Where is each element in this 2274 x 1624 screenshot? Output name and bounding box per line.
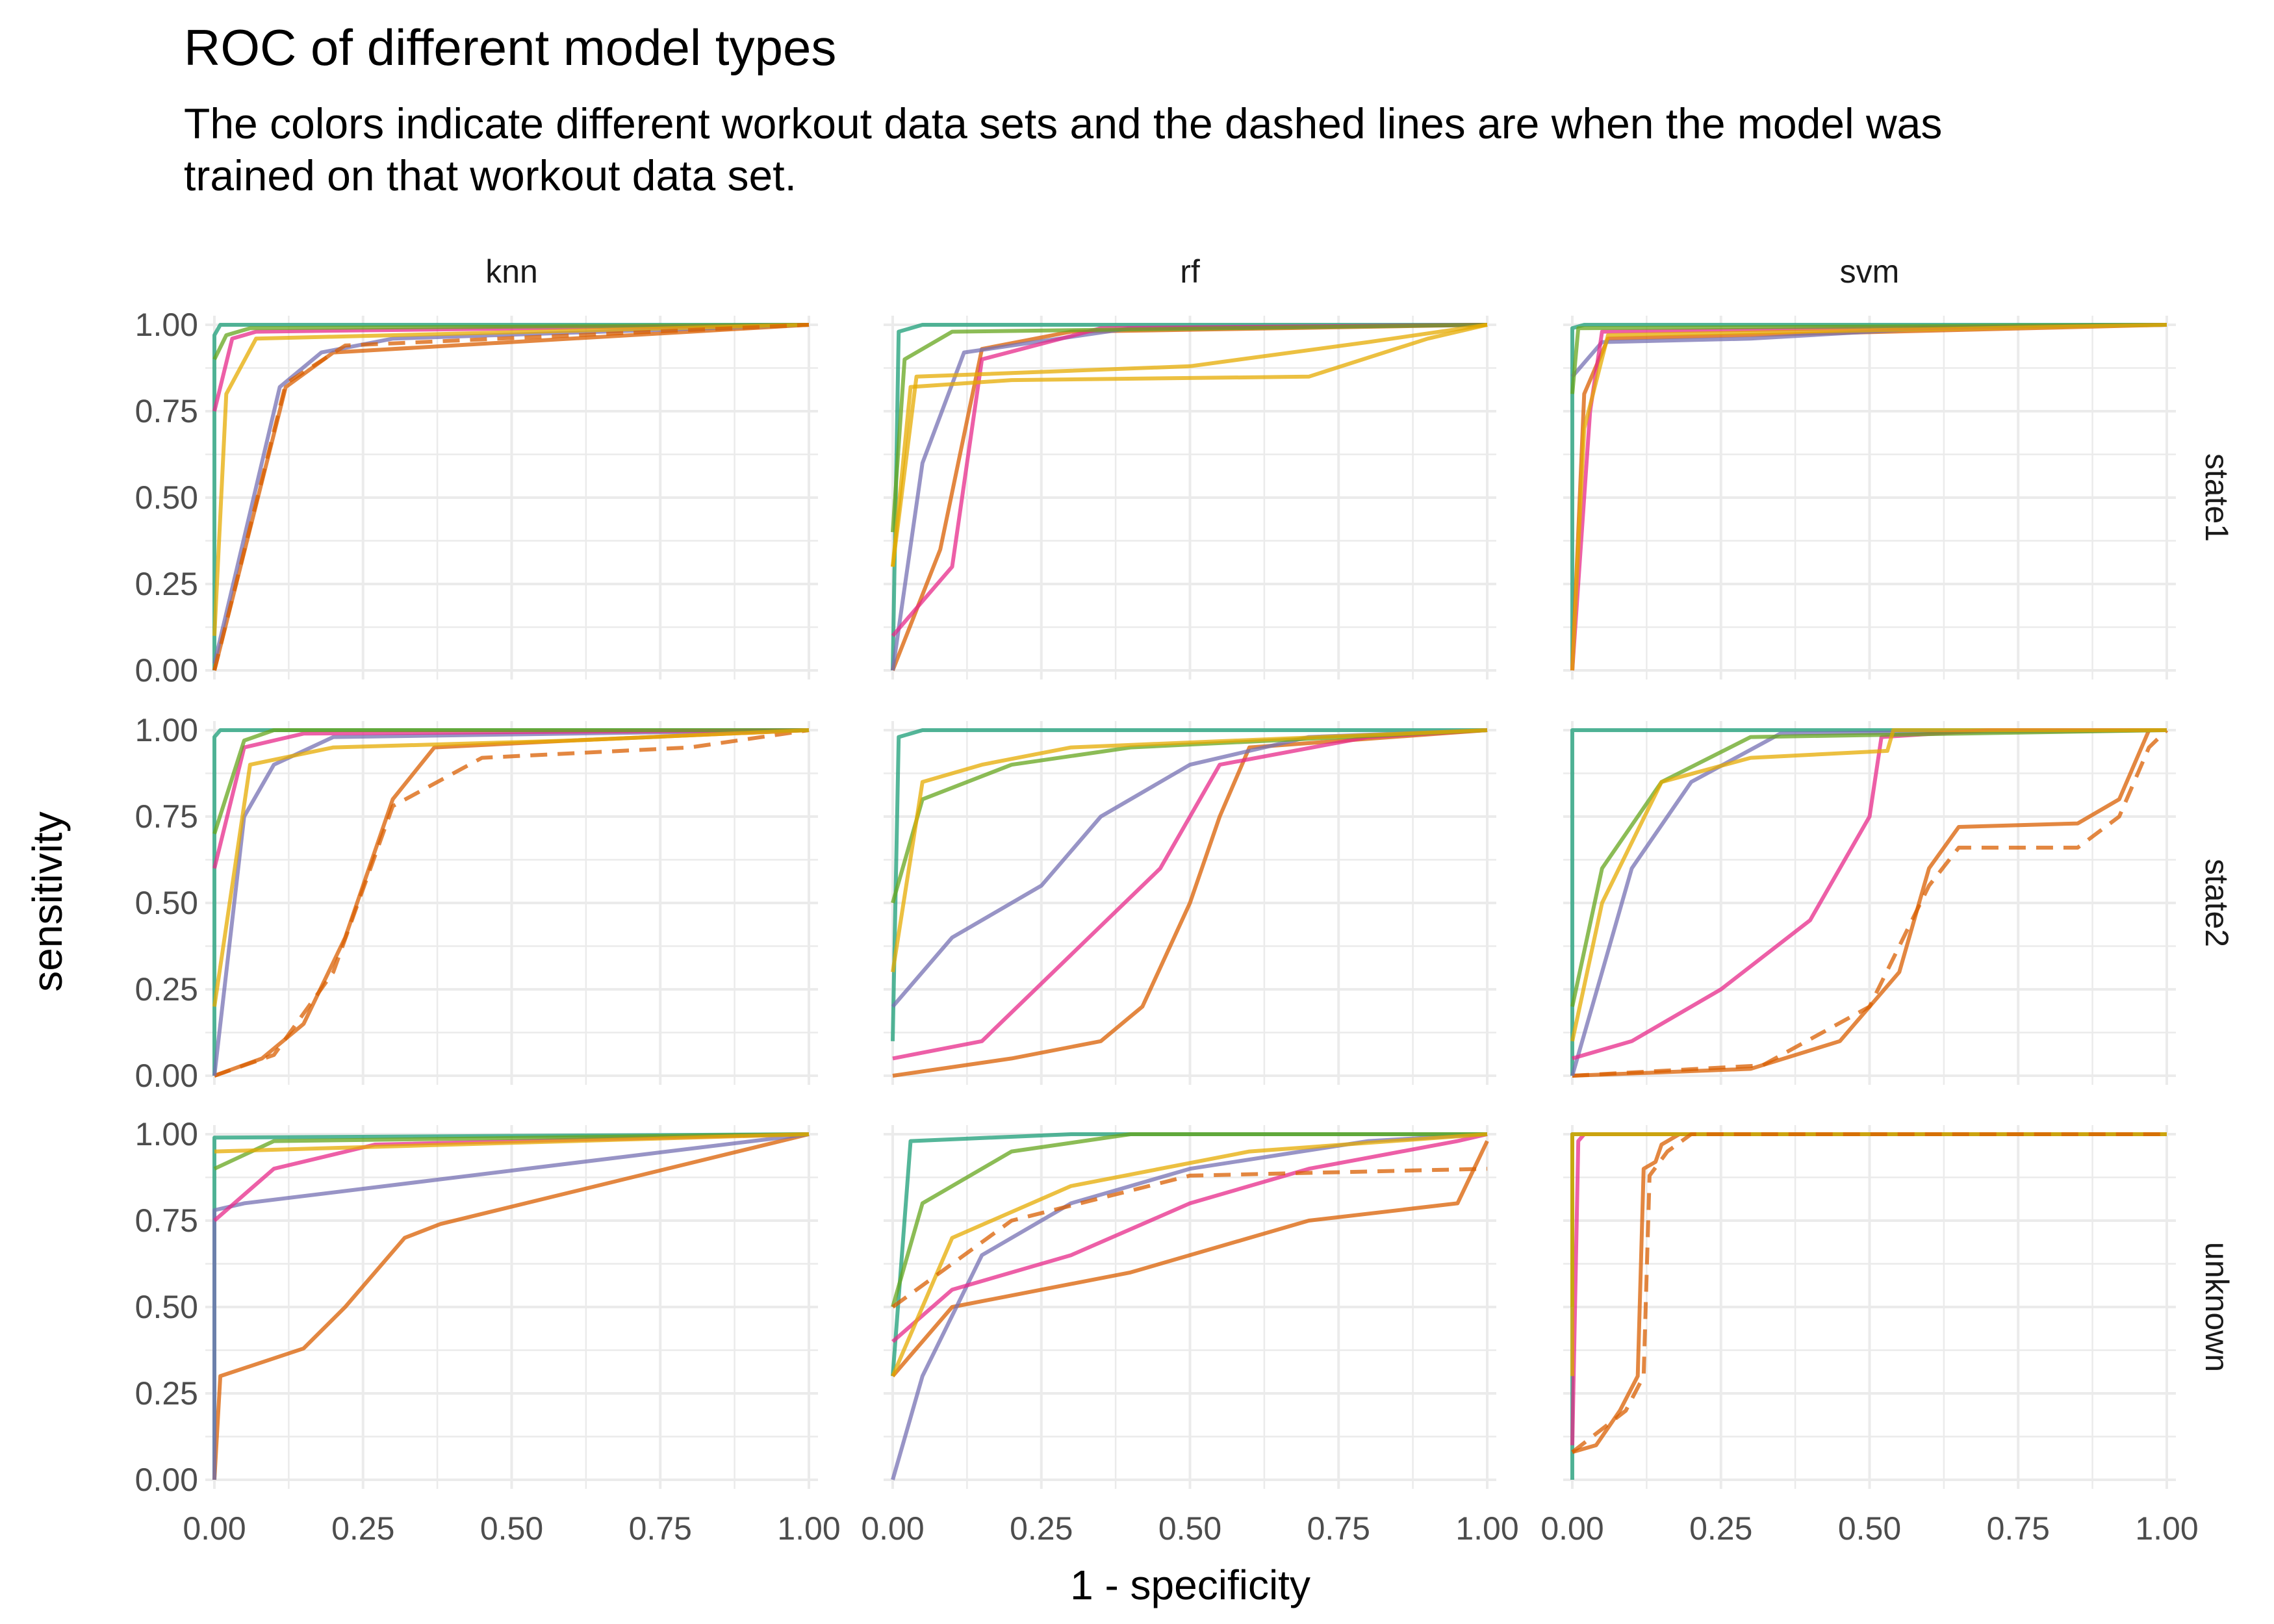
y-tick-label: 0.75 bbox=[135, 798, 198, 835]
roc-curve bbox=[1570, 323, 2167, 394]
panel-grid bbox=[1563, 316, 2176, 679]
x-tick-label: 0.75 bbox=[629, 1510, 692, 1547]
panel-knn-unknown bbox=[212, 1132, 810, 1480]
roc-curve bbox=[891, 1132, 1487, 1308]
panel-rf-state1 bbox=[891, 323, 1488, 672]
roc-curve bbox=[214, 1132, 810, 1154]
roc-curve bbox=[1570, 728, 2167, 1042]
panel-grid bbox=[884, 1125, 1496, 1489]
y-tick-label: 0.75 bbox=[135, 393, 198, 429]
roc-curve bbox=[214, 728, 810, 1078]
roc-curve bbox=[891, 1132, 1488, 1343]
panel-knn-state1 bbox=[212, 323, 810, 671]
y-tick-label: 1.00 bbox=[135, 307, 198, 343]
panel-grid bbox=[1563, 1125, 2176, 1489]
roc-curve bbox=[213, 1132, 810, 1171]
roc-curve bbox=[1572, 728, 2167, 1078]
panel-svm-state2 bbox=[1570, 728, 2169, 1078]
x-tick-label: 1.00 bbox=[2135, 1510, 2198, 1547]
y-tick-label: 0.50 bbox=[135, 885, 198, 921]
y-axis-title: sensitivity bbox=[24, 811, 71, 991]
x-tick-label: 0.00 bbox=[1540, 1510, 1603, 1547]
roc-curve bbox=[891, 323, 1488, 567]
y-tick-label: 0.00 bbox=[135, 1462, 198, 1498]
x-tick-label: 0.75 bbox=[1987, 1510, 2050, 1547]
roc-curve bbox=[212, 728, 810, 1008]
facet-column-label: rf bbox=[1180, 253, 1200, 290]
y-tick-label: 0.25 bbox=[135, 1375, 198, 1412]
roc-curve bbox=[212, 323, 810, 636]
x-tick-label: 0.50 bbox=[1158, 1510, 1221, 1547]
facet-column-label: knn bbox=[485, 253, 538, 290]
y-tick-label: 0.25 bbox=[135, 971, 198, 1008]
panel-svm-unknown bbox=[1570, 1132, 2167, 1480]
y-tick-label: 0.50 bbox=[135, 1289, 198, 1325]
y-tick-label: 0.25 bbox=[135, 566, 198, 602]
y-tick-label: 0.00 bbox=[135, 652, 198, 689]
roc-curve bbox=[1570, 728, 2167, 1076]
panel-rf-state2 bbox=[891, 728, 1488, 1078]
panel-knn-state2 bbox=[212, 728, 810, 1078]
panel-grid bbox=[205, 721, 818, 1085]
x-tick-label: 0.50 bbox=[480, 1510, 543, 1547]
panel-svm-state1 bbox=[1570, 323, 2167, 671]
chart-subtitle: The colors indicate different workout da… bbox=[184, 99, 1943, 199]
y-tick-label: 0.00 bbox=[135, 1058, 198, 1094]
x-axis-title: 1 - specificity bbox=[1070, 1562, 1310, 1608]
x-tick-label: 0.25 bbox=[1689, 1510, 1752, 1547]
roc-curve bbox=[212, 1132, 810, 1480]
y-tick-label: 0.75 bbox=[135, 1202, 198, 1239]
chart-title: ROC of different model types bbox=[184, 19, 837, 76]
facet-row-label: unknown bbox=[2199, 1242, 2235, 1372]
roc-curve bbox=[212, 728, 810, 1076]
facet-column-label: svm bbox=[1840, 253, 1900, 290]
y-tick-label: 0.50 bbox=[135, 479, 198, 516]
roc-curve bbox=[212, 323, 810, 361]
roc-curve bbox=[891, 728, 1488, 972]
roc-curve bbox=[891, 323, 1488, 533]
x-tick-label: 0.75 bbox=[1307, 1510, 1370, 1547]
x-tick-label: 0.00 bbox=[861, 1510, 924, 1547]
x-tick-label: 0.25 bbox=[331, 1510, 394, 1547]
panel-rf-unknown bbox=[891, 1132, 1489, 1480]
x-tick-label: 0.50 bbox=[1838, 1510, 1901, 1547]
roc-curve bbox=[1572, 728, 2169, 1078]
roc-curve bbox=[212, 323, 810, 665]
x-tick-label: 1.00 bbox=[777, 1510, 840, 1547]
y-tick-label: 1.00 bbox=[135, 712, 198, 748]
x-tick-label: 0.00 bbox=[183, 1510, 246, 1547]
facet-row-label: state1 bbox=[2199, 453, 2235, 542]
roc-curve bbox=[891, 1132, 1488, 1377]
roc-curve bbox=[891, 323, 1488, 567]
roc-curve bbox=[891, 1167, 1488, 1309]
roc-curve bbox=[1572, 1132, 2167, 1454]
roc-curve bbox=[1570, 323, 2167, 671]
roc-curve bbox=[212, 323, 810, 671]
facet-row-label: state2 bbox=[2199, 859, 2235, 947]
x-tick-label: 0.25 bbox=[1010, 1510, 1073, 1547]
roc-curve bbox=[891, 1140, 1489, 1378]
x-tick-label: 1.00 bbox=[1455, 1510, 1518, 1547]
roc-curve bbox=[212, 728, 809, 835]
roc-curve bbox=[1571, 1132, 2167, 1454]
panel-grid bbox=[1563, 721, 2176, 1085]
panel-grid bbox=[205, 1125, 818, 1489]
y-tick-label: 1.00 bbox=[135, 1116, 198, 1152]
